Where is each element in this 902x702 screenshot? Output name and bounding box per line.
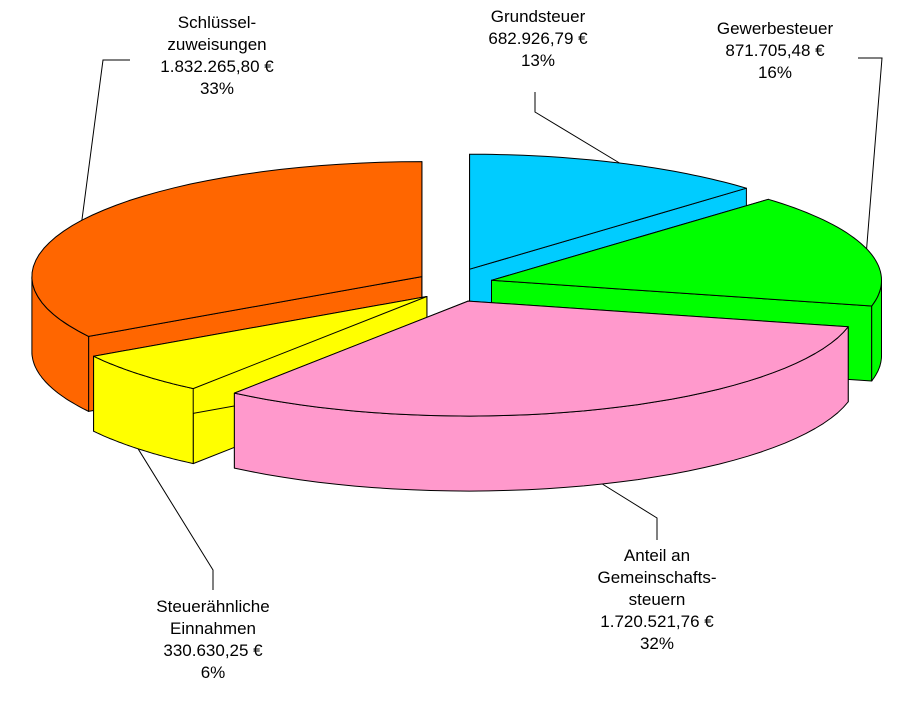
category-label: Schlüssel- zuweisungen: [167, 13, 267, 54]
category-label: Anteil an Gemeinschafts- steuern: [597, 546, 717, 609]
value-label: 32%: [639, 634, 675, 653]
value-label: 16%: [757, 63, 793, 82]
leader-line: [602, 483, 658, 540]
slice-label: Gewerbesteuer 871.705,48 € 16%: [717, 18, 833, 84]
slice-label: Schlüssel- zuweisungen 1.832.265,80 € 33%: [160, 12, 273, 100]
category-label: Grundsteuer: [490, 7, 586, 26]
value-label: 330.630,25 €: [163, 641, 263, 660]
category-label: Steuerähnliche Einnahmen: [156, 597, 270, 638]
slice-label: Grundsteuer 682.926,79 € 13%: [488, 6, 587, 72]
slice-label: Steuerähnliche Einnahmen 330.630,25 € 6%: [156, 596, 269, 684]
slice: [233, 300, 849, 417]
value-label: 33%: [199, 79, 235, 98]
value-label: 1.720.521,76 €: [600, 612, 714, 631]
value-label: 1.832.265,80 €: [160, 57, 274, 76]
leader-line: [534, 92, 620, 164]
slice-label: Anteil an Gemeinschafts- steuern 1.720.52…: [597, 545, 716, 655]
leader-line: [81, 59, 130, 221]
leader-line: [137, 448, 214, 590]
value-label: 13%: [520, 51, 556, 70]
leader-line: [858, 57, 883, 249]
value-label: 682.926,79 €: [488, 29, 588, 48]
value-label: 6%: [200, 663, 226, 682]
slice: [93, 296, 428, 390]
value-label: 871.705,48 €: [725, 41, 825, 60]
category-label: Gewerbesteuer: [716, 19, 834, 38]
